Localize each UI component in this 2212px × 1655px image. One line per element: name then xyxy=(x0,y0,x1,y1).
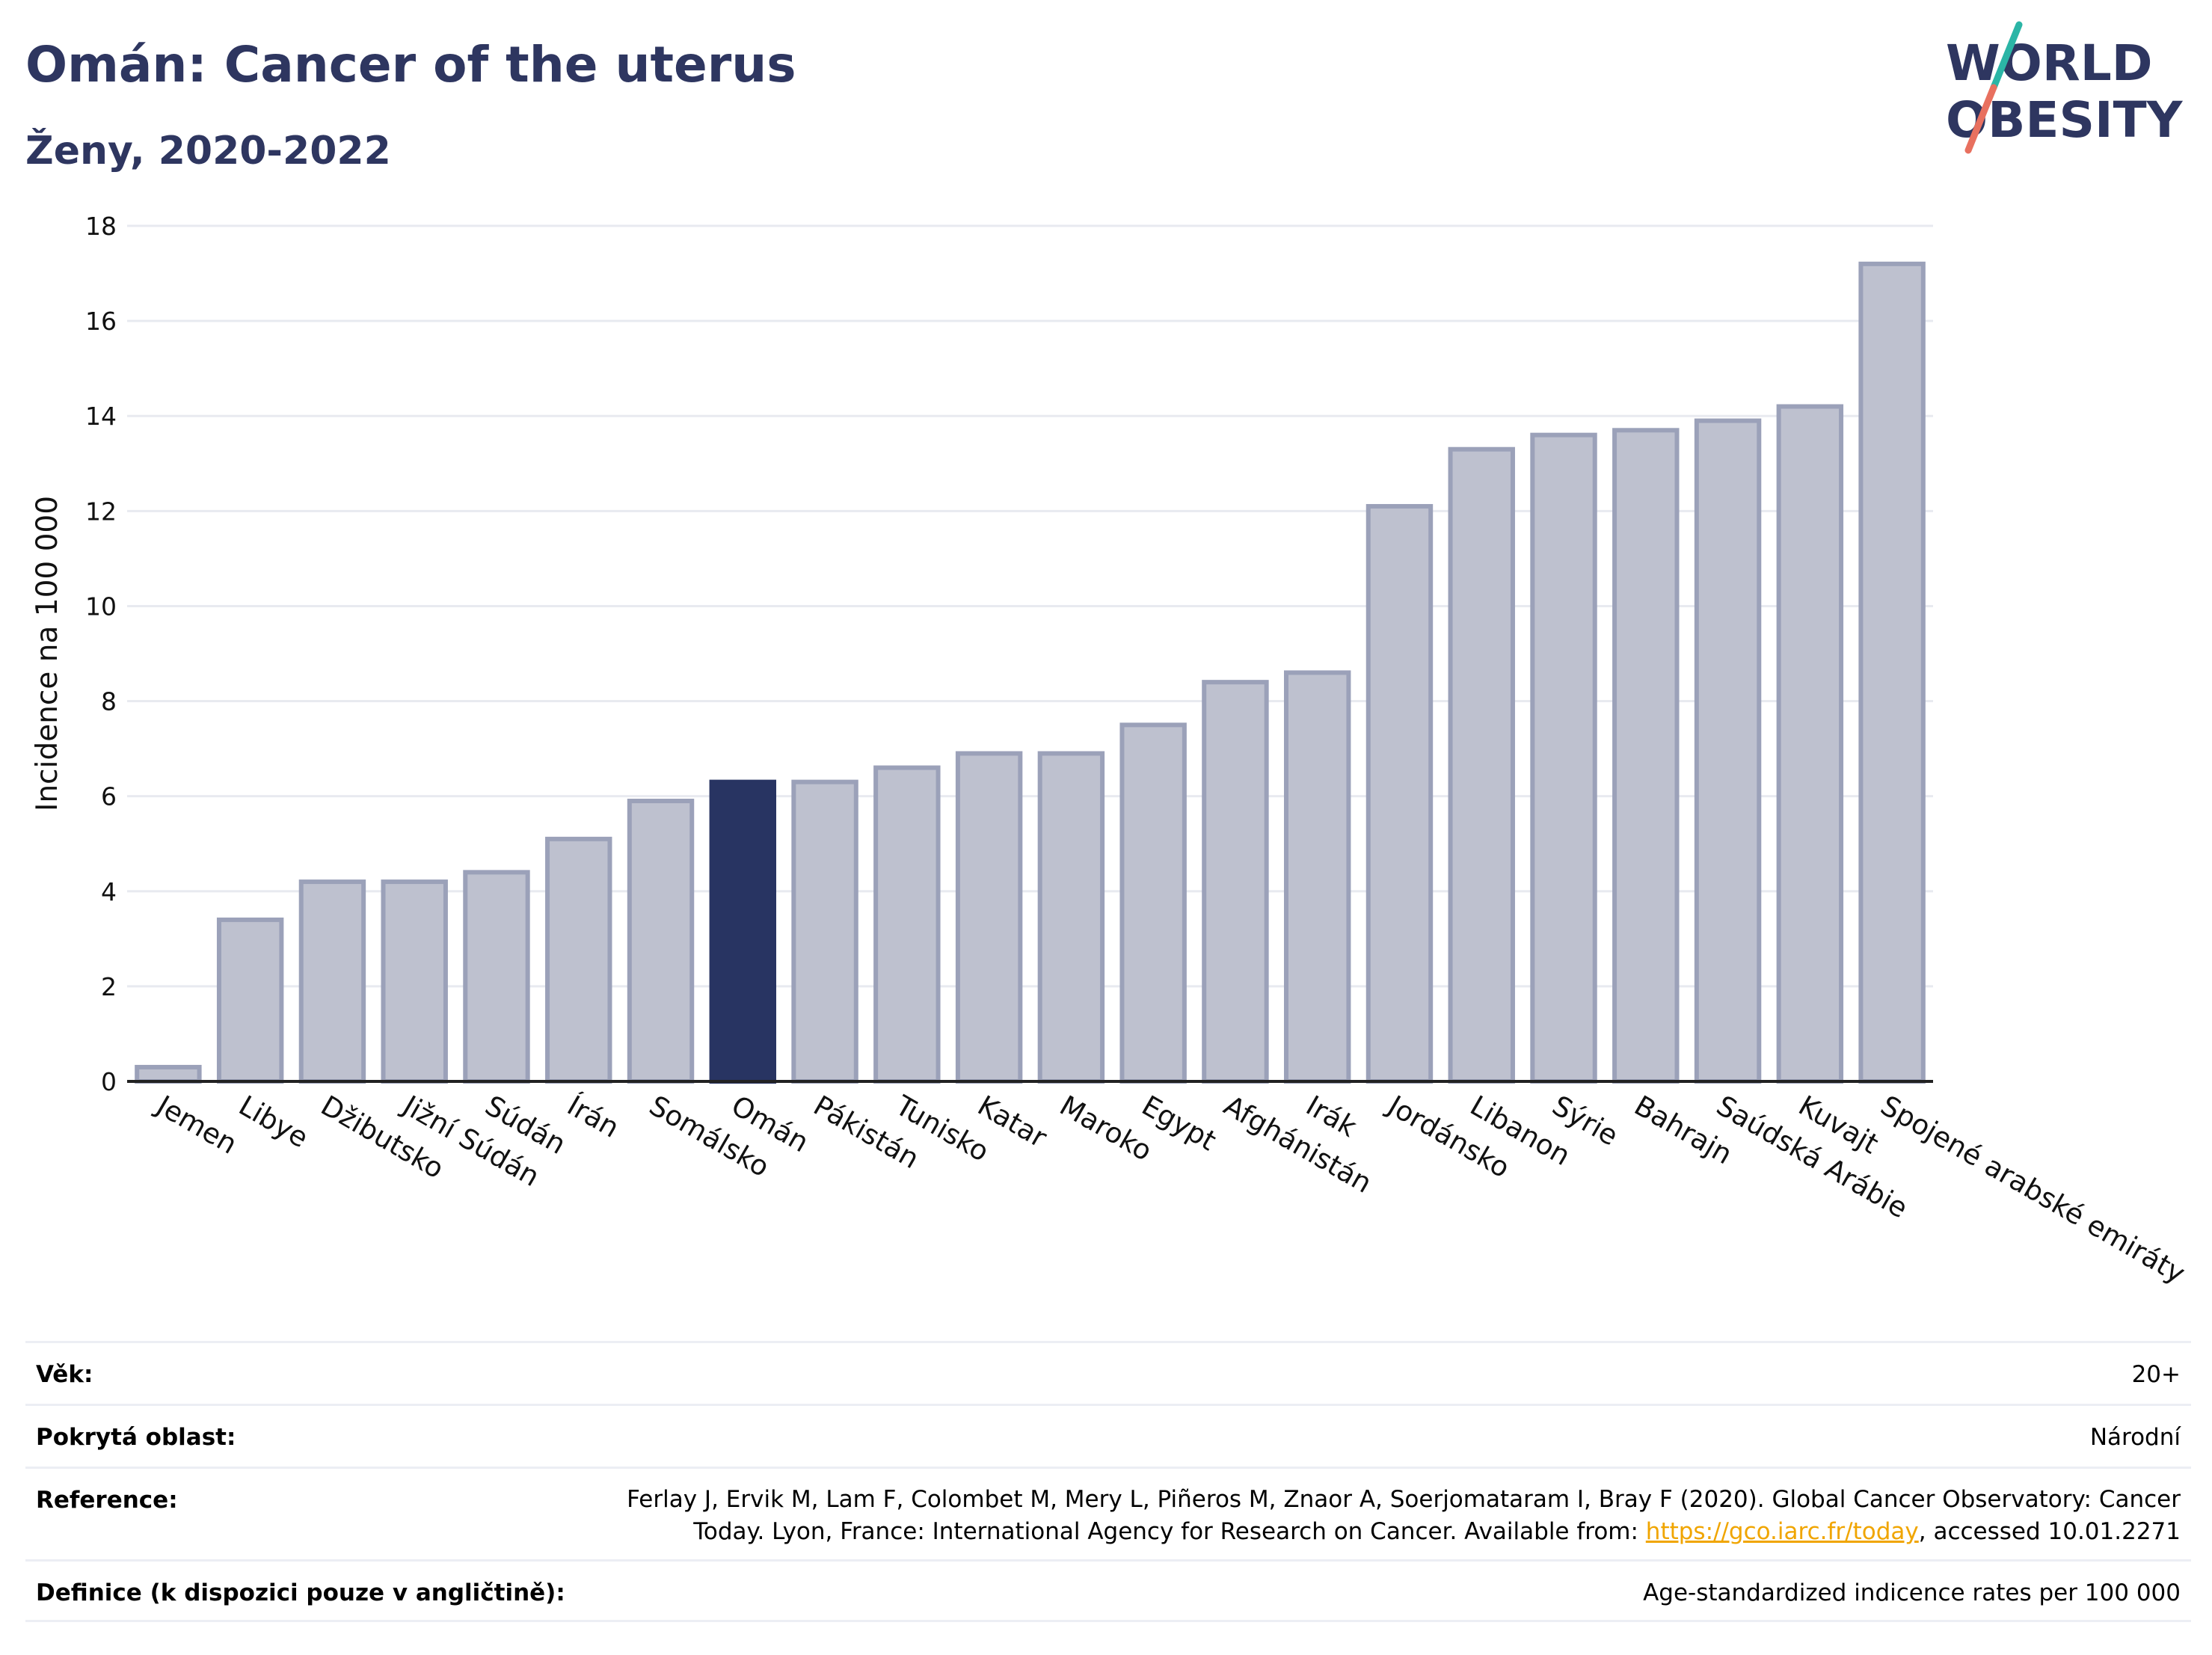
bar-11 xyxy=(1037,751,1105,1084)
meta-row-coverage: Pokrytá oblast: Národní xyxy=(25,1404,2191,1467)
definition-value: Age-standardized indicence rates per 100… xyxy=(1643,1579,2181,1606)
y-tick-label: 10 xyxy=(85,592,117,621)
y-tick-label: 4 xyxy=(101,877,117,906)
world-obesity-logo: WORLD OBESITY xyxy=(1946,21,2184,154)
logo-line1: WORLD xyxy=(1946,34,2153,92)
bar-4 xyxy=(463,870,530,1084)
reference-link[interactable]: https://gco.iarc.fr/today xyxy=(1645,1518,1919,1545)
bar-12 xyxy=(1119,722,1187,1084)
meta-row-definition: Definice (k dispozici pouze v angličtině… xyxy=(25,1559,2191,1622)
meta-row-reference: Reference: Ferlay J, Ervik M, Lam F, Col… xyxy=(25,1467,2191,1559)
x-tick-label: Libye xyxy=(233,1090,313,1155)
bar-13 xyxy=(1202,680,1269,1084)
y-tick-label: 14 xyxy=(85,402,117,431)
y-axis-label: Incidence na 100 000 xyxy=(31,496,64,811)
y-tick-label: 12 xyxy=(85,497,117,526)
bar-9 xyxy=(873,765,941,1084)
bar-3 xyxy=(381,879,448,1084)
definition-label: Definice (k dispozici pouze v angličtině… xyxy=(36,1579,565,1606)
age-label: Věk: xyxy=(36,1361,93,1388)
reference-text-1: Ferlay J, Ervik M, Lam F, Colombet M, Me… xyxy=(627,1486,2181,1545)
coverage-label: Pokrytá oblast: xyxy=(36,1424,236,1451)
y-tick-label: 18 xyxy=(85,212,117,241)
reference-label: Reference: xyxy=(36,1487,178,1514)
bar-17 xyxy=(1530,432,1597,1084)
bar-21 xyxy=(1858,261,1926,1084)
x-tick-label: Afghánistán xyxy=(1218,1090,1377,1200)
reference-value: Ferlay J, Ervik M, Lam F, Colombet M, Me… xyxy=(610,1469,2191,1548)
bar-1 xyxy=(216,917,284,1084)
x-tick-label: Maroko xyxy=(1054,1090,1158,1167)
chart-title: Omán: Cancer of the uterus xyxy=(25,36,796,93)
x-tick-label: Írán xyxy=(562,1089,625,1144)
bar-0 xyxy=(135,1064,202,1084)
y-tick-label: 16 xyxy=(85,307,117,336)
y-tick-label: 2 xyxy=(101,972,117,1001)
meta-row-age: Věk: 20+ xyxy=(25,1341,2191,1404)
bar-20 xyxy=(1776,404,1844,1084)
bar-7 xyxy=(709,779,777,1084)
bar-2 xyxy=(298,879,366,1084)
bar-6 xyxy=(627,799,695,1084)
y-tick-label: 6 xyxy=(101,782,117,811)
x-tick-label: Spojené arabské emiráty xyxy=(1875,1090,2191,1290)
bar-chart: 0 2 4 6 8 10 12 14 16 18 Incidence na 100 000 Jemen… xyxy=(31,212,2191,1290)
y-tick-label: 8 xyxy=(101,687,117,716)
bar-14 xyxy=(1283,670,1351,1084)
x-tick-label: Jemen xyxy=(150,1089,243,1161)
bar-19 xyxy=(1694,418,1762,1084)
reference-text-2: , accessed 10.01.2271 xyxy=(1918,1518,2181,1545)
bar-10 xyxy=(955,751,1023,1084)
metadata-table: Věk: 20+ Pokrytá oblast: Národní Referen… xyxy=(25,1341,2191,1622)
bar-15 xyxy=(1365,503,1434,1084)
logo-slash-coral xyxy=(1964,84,1997,154)
age-value: 20+ xyxy=(2131,1361,2181,1388)
bar-8 xyxy=(791,779,858,1084)
y-tick-label: 0 xyxy=(101,1067,117,1096)
bar-18 xyxy=(1612,428,1680,1084)
logo-slash-teal xyxy=(1990,21,2023,91)
coverage-value: Národní xyxy=(2089,1424,2181,1451)
chart-subtitle: Ženy, 2020-2022 xyxy=(25,129,391,174)
bar-5 xyxy=(545,836,612,1084)
bar-16 xyxy=(1448,446,1515,1084)
